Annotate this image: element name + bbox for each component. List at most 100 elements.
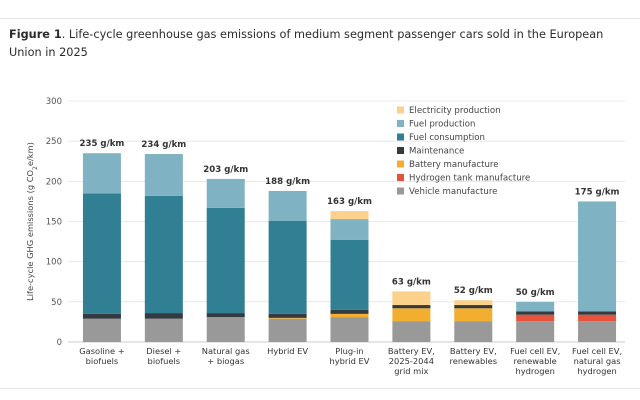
bar-segment: [144, 154, 183, 196]
bar-segment: [82, 318, 121, 342]
legend-label: Maintenance: [409, 147, 464, 157]
category-label: biofuels: [148, 356, 181, 366]
category-label: Battery EV,: [388, 346, 435, 356]
bar-segment: [82, 153, 121, 194]
bar-segment: [516, 301, 555, 312]
category-label: hybrid EV: [330, 356, 370, 366]
bar-segment: [268, 220, 307, 314]
bar-total-label: 234 g/km: [141, 140, 186, 150]
category-label: Natural gas: [202, 346, 250, 356]
bar-total-label: 188 g/km: [265, 177, 310, 187]
bar-segment: [516, 314, 555, 322]
bar-segment: [144, 313, 183, 319]
bar-segment: [330, 219, 369, 240]
y-tick-label: 300: [46, 97, 62, 107]
bar-segment: [578, 201, 617, 312]
y-tick-label: 200: [46, 177, 62, 187]
bar-segment: [454, 308, 493, 322]
category-label: Diesel +: [146, 346, 181, 356]
bars: [82, 153, 617, 342]
legend-swatch: [397, 147, 404, 154]
bar-segment: [330, 309, 369, 314]
category-label: grid mix: [394, 366, 428, 376]
bar-segment: [578, 321, 617, 342]
y-tick-label: 150: [46, 218, 62, 228]
legend-label: Vehicle manufacture: [409, 187, 497, 197]
top-divider: [0, 18, 640, 19]
legend-swatch: [397, 106, 404, 114]
bar-segment: [578, 314, 617, 322]
bar-total-label: 175 g/km: [575, 187, 620, 197]
y-tick-label: 100: [46, 258, 62, 268]
y-axis-label: Life-cycle GHG emissions (g CO2e/km): [25, 142, 39, 301]
bar-segment: [144, 318, 183, 342]
legend-swatch: [397, 160, 404, 168]
bar-segment: [206, 313, 245, 318]
category-label: 2025-2044: [389, 356, 434, 366]
category-label: hydrogen: [577, 366, 616, 376]
category-label: Hybrid EV: [267, 346, 308, 356]
y-tick-label: 0: [57, 338, 62, 348]
legend-label: Battery manufacture: [409, 160, 499, 170]
category-label: Plug-in: [335, 346, 363, 356]
bar-segment: [268, 313, 307, 318]
legend-label: Hydrogen tank manufacture: [409, 174, 530, 184]
bar-segment: [206, 317, 245, 342]
category-label: + biogas: [207, 356, 244, 366]
bar-total-label: 63 g/km: [392, 277, 431, 287]
legend-swatch: [397, 133, 404, 141]
bar-total-label: 163 g/km: [327, 197, 372, 207]
total-labels: 235 g/km 234 g/km 203 g/km 188 g/km 163 g/km…: [79, 139, 619, 298]
legend-label: Fuel production: [409, 120, 475, 130]
category-label: Gasoline +: [79, 346, 125, 356]
bar-segment: [330, 317, 369, 342]
legend-swatch: [397, 120, 404, 127]
y-tick-label: 50: [51, 298, 62, 308]
bar-segment: [330, 239, 369, 310]
legend-swatch: [397, 187, 404, 195]
bar-segment: [392, 305, 431, 309]
legend-label: Electricity production: [409, 106, 501, 116]
bottom-divider: [0, 388, 640, 389]
bar-segment: [82, 313, 121, 319]
bar-segment: [454, 305, 493, 309]
bar-segment: [392, 321, 431, 342]
category-label: natural gas: [574, 356, 621, 366]
bar-segment: [206, 207, 245, 314]
bar-segment: [516, 321, 555, 342]
category-label: biofuels: [86, 356, 119, 366]
bar-total-label: 52 g/km: [454, 286, 493, 296]
bar-segment: [454, 300, 493, 306]
bar-segment: [392, 308, 431, 322]
bar-total-label: 203 g/km: [203, 165, 248, 175]
legend: Electricity production Fuel production Fue…: [397, 106, 530, 197]
legend-swatch: [397, 174, 404, 181]
bar-segment: [206, 178, 245, 208]
bar-segment: [516, 311, 555, 315]
category-label: renewable: [514, 356, 557, 366]
bar-segment: [454, 321, 493, 342]
bar-segment: [144, 195, 183, 314]
figure-caption: Figure 1. Life-cycle greenhouse gas emis…: [9, 26, 634, 61]
figure-caption-text: . Life-cycle greenhouse gas emissions of…: [9, 28, 604, 59]
figure-label: Figure 1: [9, 28, 62, 41]
category-label: Fuel cell EV,: [572, 346, 622, 356]
bar-segment: [268, 318, 307, 342]
bar-segment: [330, 211, 369, 220]
bar-segment: [330, 313, 369, 318]
bar-segment: [392, 291, 431, 306]
category-label: Fuel cell EV,: [510, 346, 560, 356]
bar-segment: [268, 190, 307, 221]
bar-total-label: 50 g/km: [516, 288, 555, 298]
category-label: hydrogen: [515, 366, 554, 376]
bar-segment: [578, 311, 617, 315]
legend-label: Fuel consumption: [409, 133, 485, 143]
category-label: renewables: [449, 356, 497, 366]
category-label: Battery EV,: [450, 346, 497, 356]
bar-segment: [82, 193, 121, 314]
bar-segment: [268, 317, 307, 319]
y-tick-label: 250: [46, 137, 62, 147]
bar-total-label: 235 g/km: [79, 139, 124, 149]
